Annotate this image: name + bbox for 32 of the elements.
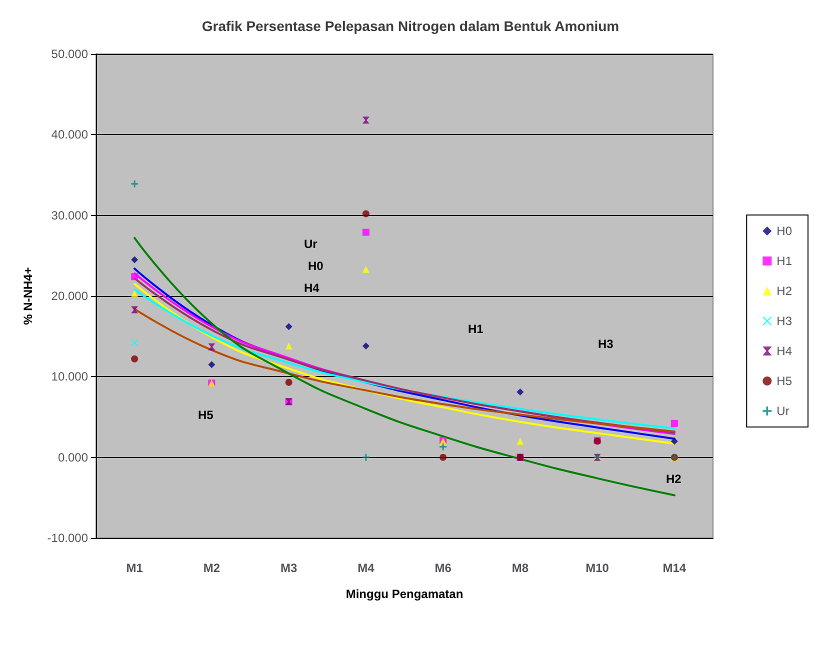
annotation: H1: [468, 322, 484, 336]
x-tick-label: M4: [358, 561, 375, 575]
annotation: Ur: [304, 237, 318, 251]
y-tick-label: 10.000: [51, 370, 88, 384]
y-tick-label: 0.000: [58, 450, 88, 464]
y-tick-label: 50.000: [51, 47, 88, 61]
x-tick-label: M14: [662, 561, 686, 575]
annotation: H4: [304, 281, 320, 295]
legend-label: H2: [776, 284, 792, 298]
x-tick-label: M10: [586, 561, 610, 575]
y-tick-label: -10.000: [47, 531, 88, 545]
x-tick-label: M8: [512, 561, 529, 575]
y-axis-title: % N-NH4+: [21, 267, 35, 325]
legend-label: H0: [776, 224, 792, 238]
x-tick-label: M1: [126, 561, 144, 575]
legend-label: H1: [776, 254, 792, 268]
y-tick-label: 30.000: [51, 208, 88, 222]
chart-title: Grafik Persentase Pelepasan Nitrogen dalam Bentuk Amonium: [202, 18, 620, 34]
legend-label: H4: [776, 344, 792, 358]
x-tick-label: M6: [434, 561, 452, 575]
legend-label: Ur: [776, 404, 790, 418]
x-axis-title: Minggu Pengamatan: [346, 587, 464, 601]
x-tick-label: M3: [280, 561, 298, 575]
annotation: H5: [198, 408, 214, 422]
annotation: H0: [308, 259, 324, 273]
annotation: H2: [666, 472, 682, 486]
x-tick-label: M2: [203, 561, 220, 575]
legend-label: H3: [776, 314, 792, 328]
annotation: H3: [598, 337, 614, 351]
legend-label: H5: [776, 374, 792, 388]
y-tick-label: 20.000: [51, 289, 88, 303]
y-tick-label: 40.000: [51, 128, 88, 142]
